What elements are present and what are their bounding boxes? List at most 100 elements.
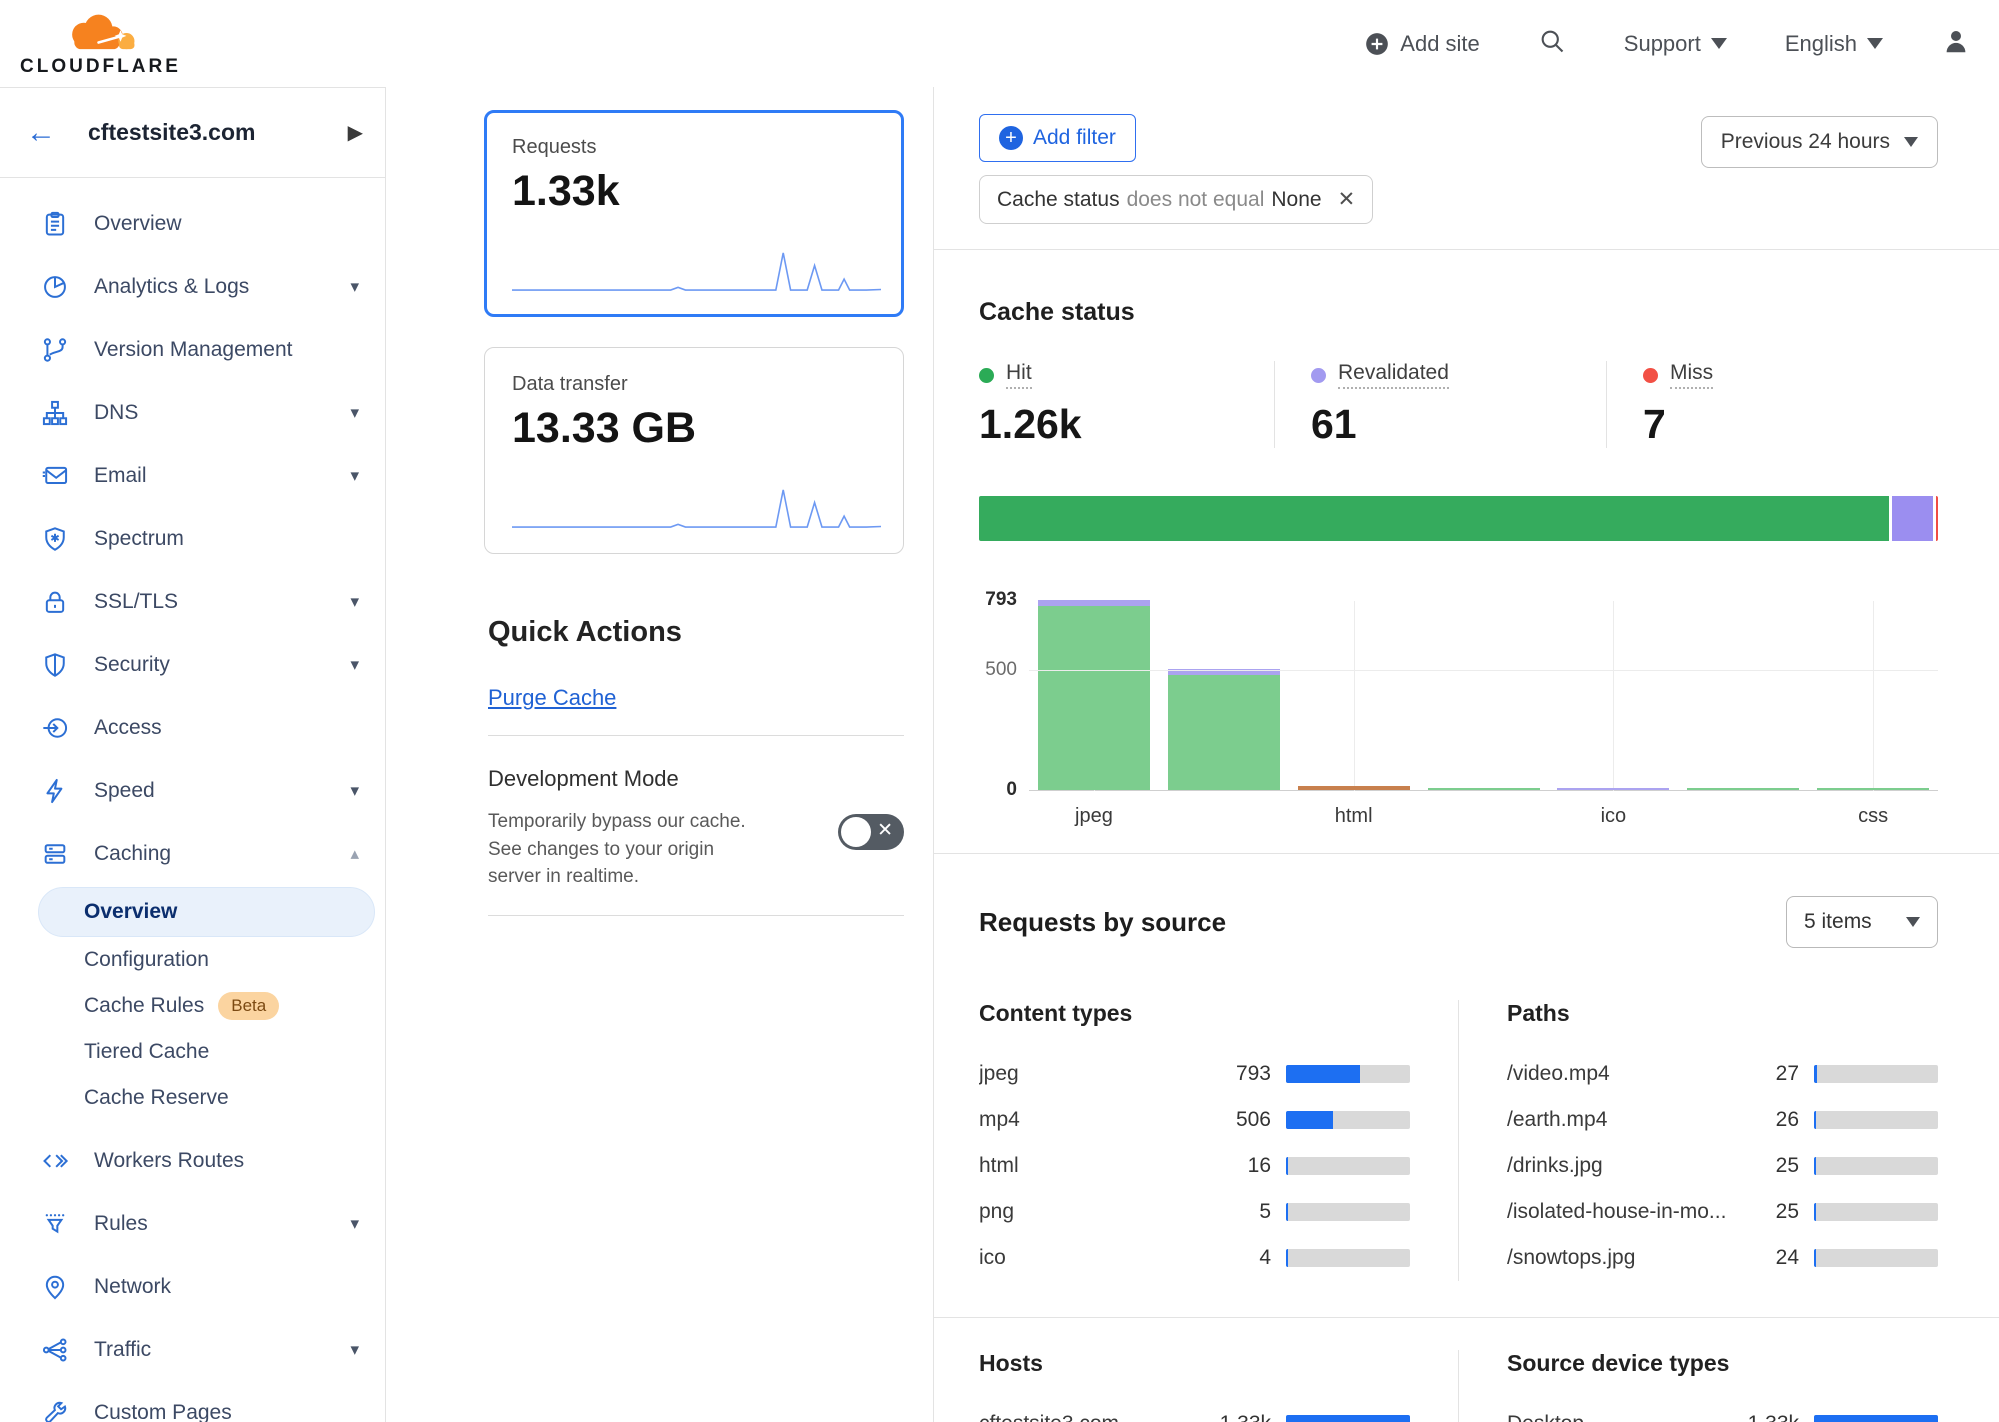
sidebar-item-analytics-logs[interactable]: Analytics & Logs ▾	[0, 255, 385, 318]
stat-label[interactable]: Revalidated	[1338, 361, 1449, 389]
cache-status-bar-chart: 0 500 793 jpeg html ico css	[979, 589, 1938, 828]
bar-segment-hit	[1817, 788, 1930, 790]
sidebar-item-network[interactable]: Network	[0, 1255, 385, 1318]
requests-metric-card[interactable]: Requests 1.33k	[484, 110, 904, 317]
language-menu[interactable]: English	[1785, 31, 1883, 57]
chart-bar[interactable]	[1167, 668, 1280, 790]
top-bar: CLOUDFLARE Add site Support English	[0, 0, 1999, 87]
chevron-down-icon[interactable]: ▾	[350, 591, 359, 611]
toggle-off-x-icon: ✕	[877, 820, 893, 841]
sidebar-subitem-tiered-cache[interactable]: Tiered Cache	[0, 1029, 385, 1075]
development-mode-toggle[interactable]: ✕	[838, 814, 904, 850]
chevron-down-icon[interactable]: ▾	[350, 465, 359, 485]
sidebar-item-security[interactable]: Security ▾	[0, 633, 385, 696]
chart-bar[interactable]	[1687, 788, 1800, 790]
chevron-down-icon[interactable]: ▾	[350, 780, 359, 800]
chevron-down-icon[interactable]: ▾	[350, 276, 359, 296]
sidebar-item-label: Analytics & Logs	[94, 274, 250, 298]
stat-row-bar	[1814, 1203, 1938, 1221]
add-site-button[interactable]: Add site	[1364, 31, 1480, 57]
support-menu[interactable]: Support	[1624, 31, 1727, 57]
funnel-icon	[40, 1209, 70, 1239]
chevron-down-icon[interactable]: ▾	[350, 402, 359, 422]
data-transfer-label: Data transfer	[512, 373, 628, 395]
items-count-label: 5 items	[1804, 910, 1872, 933]
sidebar-item-speed[interactable]: Speed ▾	[0, 759, 385, 822]
remove-filter-icon[interactable]: ✕	[1337, 188, 1356, 211]
sidebar-item-custom-pages[interactable]: Custom Pages	[0, 1381, 385, 1422]
divider	[934, 249, 1999, 250]
chevron-down-icon	[1710, 38, 1727, 49]
search-icon[interactable]	[1538, 27, 1566, 61]
x-tick-label: html	[1334, 805, 1373, 827]
back-arrow-icon[interactable]: ←	[26, 115, 56, 149]
cloudflare-logo[interactable]: CLOUDFLARE	[20, 11, 181, 76]
stat-label[interactable]: Hit	[1006, 361, 1032, 389]
bar-segment-hit	[1687, 788, 1800, 790]
chevron-right-icon[interactable]: ▶	[347, 122, 363, 144]
sidebar-item-label: Caching	[94, 841, 172, 865]
user-avatar-icon[interactable]	[1941, 26, 1971, 62]
sidebar-subitem-overview[interactable]: Overview	[38, 887, 375, 937]
sidebar-item-ssl-tls[interactable]: SSL/TLS ▾	[0, 570, 385, 633]
add-filter-button[interactable]: + Add filter	[979, 114, 1136, 162]
stat-row: png 5	[979, 1189, 1410, 1235]
chart-bar[interactable]	[1297, 786, 1410, 790]
filter-value: None	[1271, 187, 1322, 211]
stat-row-value: 25	[1775, 1200, 1799, 1223]
chevron-down-icon[interactable]: ▾	[350, 1339, 359, 1359]
stat-value: 1.26k	[979, 401, 1082, 447]
chart-bar[interactable]	[1817, 788, 1930, 790]
time-range-select[interactable]: Previous 24 hours	[1700, 116, 1938, 168]
pie-icon	[40, 272, 70, 302]
cache-status-title: Cache status	[979, 298, 1135, 326]
x-tick-label: jpeg	[1075, 805, 1113, 827]
sidebar-item-caching[interactable]: Caching ▴	[0, 822, 385, 885]
sidebar-subitem-cache-reserve[interactable]: Cache Reserve	[0, 1075, 385, 1121]
sidebar-item-email[interactable]: Email ▾	[0, 444, 385, 507]
dns-icon	[40, 398, 70, 428]
sidebar-item-label: Speed	[94, 778, 155, 802]
chart-category-blank	[1678, 601, 1808, 791]
chevron-down-icon[interactable]: ▾	[350, 1213, 359, 1233]
stat-row-label: /video.mp4	[1507, 1062, 1610, 1085]
sidebar-item-version-management[interactable]: Version Management	[0, 318, 385, 381]
bar-segment-revalidated	[1167, 668, 1280, 675]
server-icon	[40, 839, 70, 869]
cache-status-stacked-bar	[979, 496, 1938, 541]
stat-row-label: cftestsite3.com	[979, 1412, 1217, 1422]
data-transfer-metric-card[interactable]: Data transfer 13.33 GB	[484, 347, 904, 554]
stat-row-bar-fill	[1286, 1157, 1288, 1175]
sidebar-item-overview[interactable]: Overview	[0, 192, 385, 255]
chart-bar[interactable]	[1427, 788, 1540, 790]
chart-bar[interactable]	[1557, 788, 1670, 790]
sidebar-subitem-configuration[interactable]: Configuration	[0, 937, 385, 983]
sidebar-item-label: Email	[94, 463, 147, 487]
filter-bar: + Add filter Cache status does not equal…	[979, 114, 1938, 224]
requests-by-source-header: Requests by source 5 items	[979, 896, 1938, 948]
chevron-up-icon[interactable]: ▴	[350, 843, 359, 863]
sidebar-item-workers-routes[interactable]: Workers Routes	[0, 1129, 385, 1192]
device-types-title: Source device types	[1507, 1350, 1730, 1376]
sidebar-subitem-cache-rules[interactable]: Cache Rules Beta	[0, 983, 385, 1029]
stat-row-bar	[1814, 1415, 1938, 1422]
stat-row-bar	[1286, 1065, 1410, 1083]
sidebar-item-traffic[interactable]: Traffic ▾	[0, 1318, 385, 1381]
chart-baseline	[1029, 790, 1938, 791]
sidebar-item-dns[interactable]: DNS ▾	[0, 381, 385, 444]
stat-row-value: 16	[1247, 1154, 1271, 1177]
source-columns-bottom: Hosts cftestsite3.com1.33k Source device…	[979, 1350, 1938, 1422]
chart-bar[interactable]	[1037, 600, 1150, 790]
chevron-down-icon[interactable]: ▾	[350, 654, 359, 674]
items-count-select[interactable]: 5 items	[1786, 896, 1938, 948]
sidebar-item-spectrum[interactable]: Spectrum	[0, 507, 385, 570]
purge-cache-link[interactable]: Purge Cache	[488, 685, 617, 710]
y-tick-label: 793	[985, 589, 1017, 610]
sidebar-item-access[interactable]: Access	[0, 696, 385, 759]
sidebar-item-rules[interactable]: Rules ▾	[0, 1192, 385, 1255]
stat-label[interactable]: Miss	[1670, 361, 1714, 389]
stat-row-bar-fill	[1286, 1065, 1360, 1083]
chart-plot	[1029, 600, 1938, 791]
site-name: cftestsite3.com	[88, 119, 256, 145]
paths-column: Paths /video.mp4 27/earth.mp4 26/drinks.jp…	[1458, 1000, 1938, 1281]
